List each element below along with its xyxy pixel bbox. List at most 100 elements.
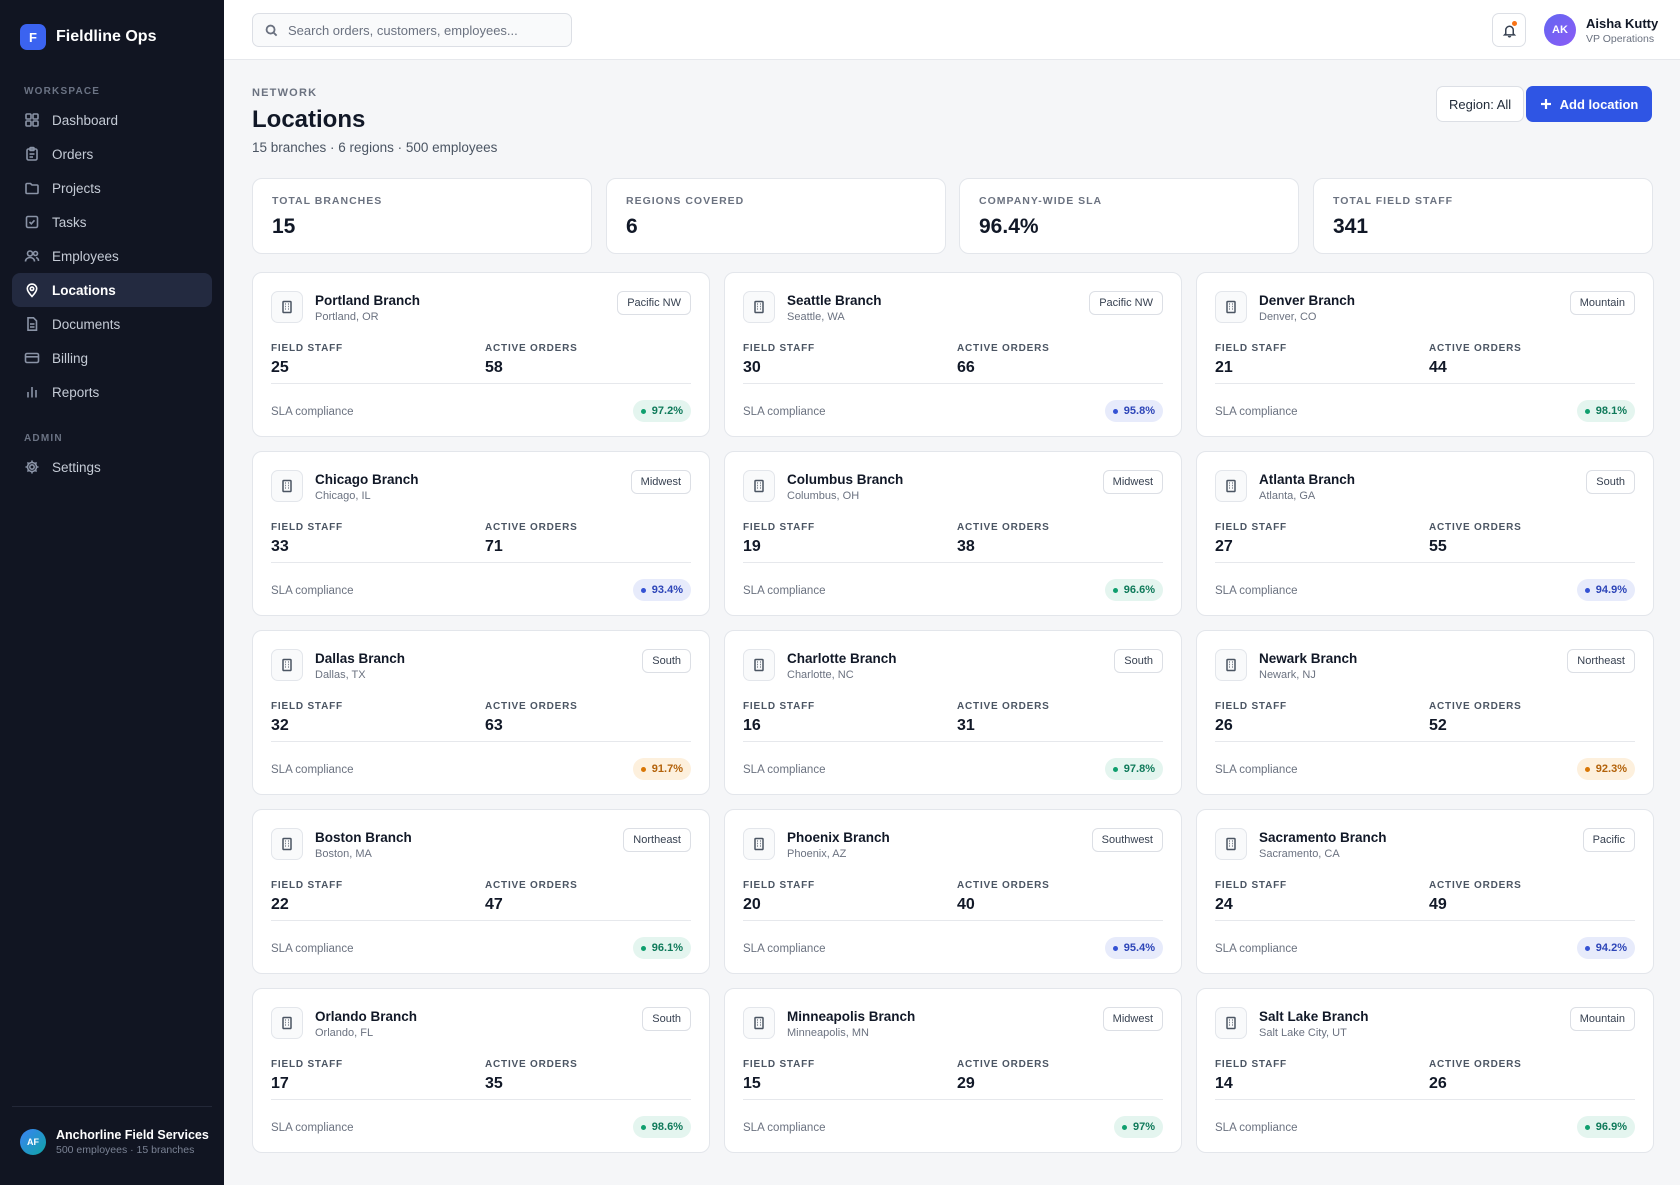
region-badge: Pacific xyxy=(1582,828,1635,852)
branch-card[interactable]: Boston Branch Boston, MA Northeast FIELD ST… xyxy=(252,809,710,974)
branch-card[interactable]: Seattle Branch Seattle, WA Pacific NW FIELD… xyxy=(724,272,1182,437)
sla-label: SLA compliance xyxy=(271,585,354,597)
sidebar-item-settings[interactable]: Settings xyxy=(12,450,212,484)
branch-name[interactable]: Seattle Branch xyxy=(787,293,882,308)
stat-value: 15 xyxy=(272,215,296,238)
branch-name[interactable]: Minneapolis Branch xyxy=(787,1009,916,1024)
branch-card[interactable]: Portland Branch Portland, OR Pacific NW FIE… xyxy=(252,272,710,437)
notifications-button[interactable] xyxy=(1492,13,1526,47)
region-badge: Midwest xyxy=(1102,470,1163,494)
status-dot-icon xyxy=(1112,408,1118,414)
sidebar-item-locations[interactable]: Locations xyxy=(12,273,212,307)
branch-name[interactable]: Phoenix Branch xyxy=(787,830,890,845)
sla-value: 95.8% xyxy=(1123,405,1155,417)
building-icon xyxy=(743,470,775,502)
building-icon xyxy=(1215,291,1247,323)
field-staff-value: 15 xyxy=(743,1075,761,1092)
sidebar-item-orders[interactable]: Orders xyxy=(12,137,212,171)
branch-name[interactable]: Columbus Branch xyxy=(787,472,904,487)
building-icon xyxy=(1215,470,1247,502)
branch-card[interactable]: Columbus Branch Columbus, OH Midwest FIELD … xyxy=(724,451,1182,616)
sla-label: SLA compliance xyxy=(1215,943,1298,955)
branch-card[interactable]: Chicago Branch Chicago, IL Midwest FIELD ST… xyxy=(252,451,710,616)
building-icon xyxy=(743,649,775,681)
active-orders-label: ACTIVE ORDERS xyxy=(1429,1059,1522,1070)
field-staff-label: FIELD STAFF xyxy=(1215,880,1287,891)
field-staff-label: FIELD STAFF xyxy=(743,1059,815,1070)
branch-name[interactable]: Portland Branch xyxy=(315,293,421,308)
branch-name[interactable]: Chicago Branch xyxy=(315,472,419,487)
field-staff-value: 27 xyxy=(1215,538,1233,555)
users-icon xyxy=(24,250,40,262)
branch-name[interactable]: Sacramento Branch xyxy=(1259,830,1387,845)
branch-name[interactable]: Boston Branch xyxy=(315,830,412,845)
sidebar-item-projects[interactable]: Projects xyxy=(12,171,212,205)
check-square-icon xyxy=(25,215,39,229)
page-eyebrow: NETWORK xyxy=(252,87,318,99)
sidebar-item-documents[interactable]: Documents xyxy=(12,307,212,341)
branch-name[interactable]: Dallas Branch xyxy=(315,651,406,666)
sla-badge: 94.9% xyxy=(1576,579,1635,601)
branch-card[interactable]: Newark Branch Newark, NJ Northeast FIELD ST… xyxy=(1196,630,1654,795)
sla-value: 98.1% xyxy=(1595,405,1627,417)
branch-card[interactable]: Orlando Branch Orlando, FL South FIELD STAF… xyxy=(252,988,710,1153)
sidebar-item-label: Projects xyxy=(52,180,101,196)
active-orders-label: ACTIVE ORDERS xyxy=(485,880,578,891)
status-dot-icon xyxy=(1112,766,1118,772)
stat-label: Total branches xyxy=(272,195,383,207)
search-box[interactable] xyxy=(252,13,572,47)
sla-label: SLA compliance xyxy=(743,943,826,955)
active-orders-value: 35 xyxy=(485,1075,503,1092)
building-icon xyxy=(1215,1007,1247,1039)
card-divider xyxy=(1215,383,1635,384)
branch-name[interactable]: Salt Lake Branch xyxy=(1259,1009,1369,1024)
card-divider xyxy=(743,562,1163,563)
sla-label: SLA compliance xyxy=(743,585,826,597)
branch-card[interactable]: Minneapolis Branch Minneapolis, MN Midwest… xyxy=(724,988,1182,1153)
region-badge: Northeast xyxy=(623,828,691,852)
org-switcher[interactable]: AF Anchorline Field Services 500 employe… xyxy=(20,1128,209,1156)
branch-city: Portland, OR xyxy=(315,311,379,323)
active-orders-value: 38 xyxy=(957,538,975,555)
sidebar-item-label: Employees xyxy=(52,248,119,264)
branch-card[interactable]: Atlanta Branch Atlanta, GA South FIELD STAF… xyxy=(1196,451,1654,616)
gear-icon xyxy=(25,460,39,474)
sla-label: SLA compliance xyxy=(271,764,354,776)
sidebar-item-tasks[interactable]: Tasks xyxy=(12,205,212,239)
sidebar-item-reports[interactable]: Reports xyxy=(12,375,212,409)
brand[interactable]: F Fieldline Ops xyxy=(20,24,156,50)
branch-card[interactable]: Salt Lake Branch Salt Lake City, UT Mounta… xyxy=(1196,988,1654,1153)
region-badge: Pacific NW xyxy=(1089,291,1163,315)
search-input[interactable] xyxy=(288,22,558,38)
branch-name[interactable]: Newark Branch xyxy=(1259,651,1358,666)
sla-value: 96.1% xyxy=(651,942,683,954)
branch-card[interactable]: Dallas Branch Dallas, TX South FIELD STAFF 3… xyxy=(252,630,710,795)
active-orders-value: 44 xyxy=(1429,359,1447,376)
branch-name[interactable]: Atlanta Branch xyxy=(1259,472,1356,487)
active-orders-label: ACTIVE ORDERS xyxy=(1429,880,1522,891)
sla-badge: 93.4% xyxy=(632,579,691,601)
sla-label: SLA compliance xyxy=(1215,1122,1298,1134)
sla-badge: 95.4% xyxy=(1104,937,1163,959)
sidebar-item-employees[interactable]: Employees xyxy=(12,239,212,273)
stat-value: 96.4% xyxy=(979,215,1039,238)
branch-name[interactable]: Charlotte Branch xyxy=(787,651,897,666)
sidebar-item-dashboard[interactable]: Dashboard xyxy=(12,103,212,137)
region-filter-button[interactable]: Region: All xyxy=(1436,86,1525,122)
branch-name[interactable]: Orlando Branch xyxy=(315,1009,418,1024)
branch-card[interactable]: Denver Branch Denver, CO Mountain FIELD STA… xyxy=(1196,272,1654,437)
sidebar-item-billing[interactable]: Billing xyxy=(12,341,212,375)
active-orders-value: 63 xyxy=(485,717,503,734)
building-icon xyxy=(271,291,303,323)
user-menu[interactable]: AK Aisha Kutty VP Operations xyxy=(1544,14,1658,46)
grid-icon xyxy=(25,113,39,127)
add-location-button[interactable]: Add location xyxy=(1526,86,1652,122)
branch-name[interactable]: Denver Branch xyxy=(1259,293,1356,308)
branch-card[interactable]: Charlotte Branch Charlotte, NC South FIELD … xyxy=(724,630,1182,795)
branch-card[interactable]: Phoenix Branch Phoenix, AZ Southwest FIELD … xyxy=(724,809,1182,974)
sla-label: SLA compliance xyxy=(271,943,354,955)
branch-card[interactable]: Sacramento Branch Sacramento, CA Pacific FI… xyxy=(1196,809,1654,974)
region-badge: South xyxy=(1586,470,1635,494)
card-divider xyxy=(743,920,1163,921)
branch-city: Atlanta, GA xyxy=(1259,490,1316,502)
